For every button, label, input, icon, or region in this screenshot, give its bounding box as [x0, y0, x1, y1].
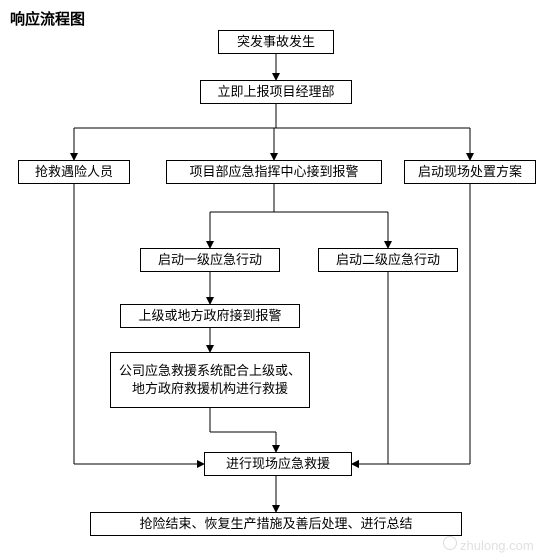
- node-gov-alarm: 上级或地方政府接到报警: [120, 304, 300, 328]
- node-label: 公司应急救援系统配合上级或、地方政府救援机构进行救援: [115, 362, 305, 398]
- node-label: 突发事故发生: [237, 33, 315, 51]
- node-cooperate-rescue: 公司应急救援系统配合上级或、地方政府救援机构进行救援: [110, 352, 310, 408]
- node-onsite-plan: 启动现场处置方案: [404, 160, 536, 184]
- node-label: 抢救遇险人员: [35, 163, 113, 181]
- node-label: 启动二级应急行动: [336, 251, 440, 269]
- watermark-dot-icon: [443, 536, 457, 550]
- page-title: 响应流程图: [10, 8, 85, 29]
- watermark-text: zhulong.com: [460, 538, 534, 553]
- node-label: 立即上报项目经理部: [217, 83, 334, 101]
- node-label: 上级或地方政府接到报警: [138, 307, 281, 325]
- node-label: 启动一级应急行动: [158, 251, 262, 269]
- node-command-center: 项目部应急指挥中心接到报警: [166, 160, 382, 184]
- node-conclusion: 抢险结束、恢复生产措施及善后处理、进行总结: [90, 512, 462, 536]
- node-label: 抢险结束、恢复生产措施及善后处理、进行总结: [139, 515, 412, 533]
- node-level2: 启动二级应急行动: [318, 248, 458, 272]
- node-rescue-personnel: 抢救遇险人员: [18, 160, 130, 184]
- node-level1: 启动一级应急行动: [140, 248, 280, 272]
- node-report-pm: 立即上报项目经理部: [200, 80, 352, 104]
- node-label: 项目部应急指挥中心接到报警: [189, 163, 358, 181]
- node-incident: 突发事故发生: [218, 30, 334, 54]
- node-onsite-rescue: 进行现场应急救援: [204, 452, 352, 476]
- node-label: 启动现场处置方案: [418, 163, 522, 181]
- node-label: 进行现场应急救援: [226, 455, 330, 473]
